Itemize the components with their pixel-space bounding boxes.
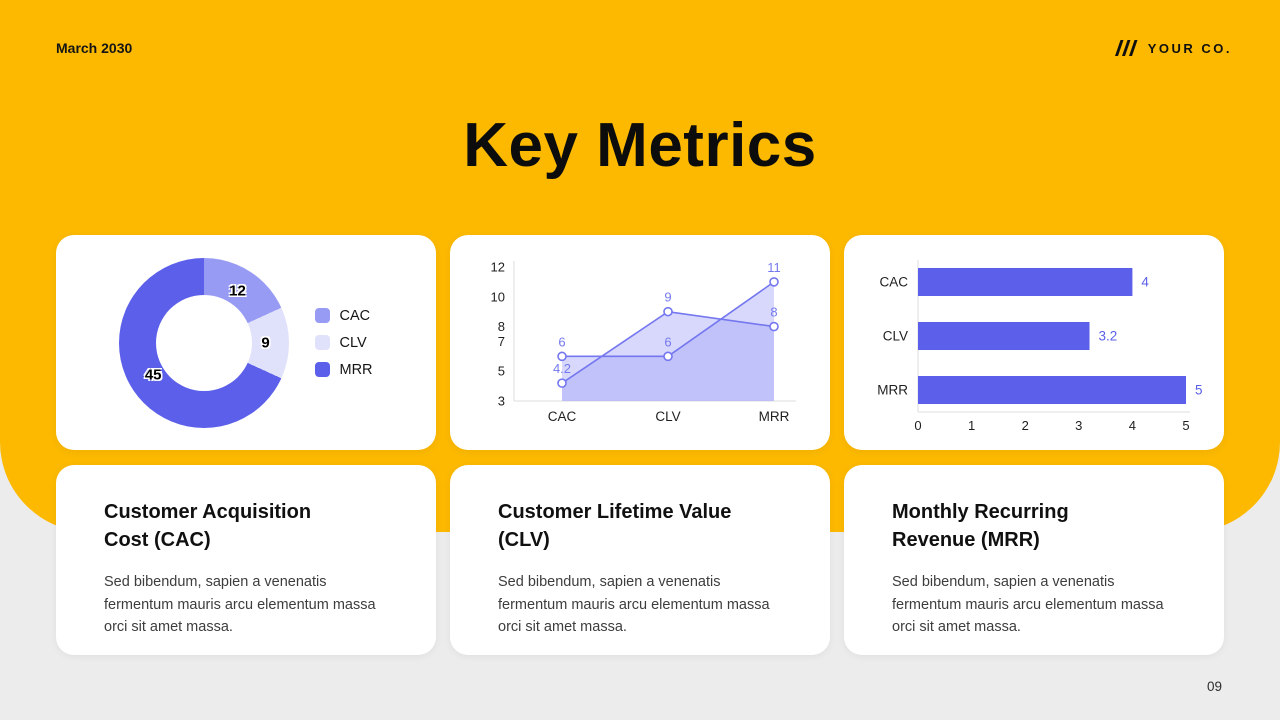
data-point-marker (663, 306, 673, 316)
page-number: 09 (1206, 679, 1222, 694)
metric-card-title: Customer Acquisition Cost (CAC) (104, 501, 312, 551)
bar-value-label: 5 (1195, 382, 1203, 397)
bar-value-label: 4 (1141, 274, 1149, 289)
x-tick-label: 2 (1022, 418, 1029, 433)
bar (918, 267, 1133, 296)
top-bar: March 2030 YOUR CO. (56, 40, 1232, 56)
metric-card-body: Sed bibendum, sapien a venenatis ferment… (892, 574, 1164, 636)
x-category-label: CAC (548, 409, 577, 424)
legend-swatch (315, 335, 331, 350)
donut-value-label: 12 (229, 282, 246, 300)
x-tick-label: 4 (1129, 418, 1136, 433)
x-category-label: CLV (655, 409, 680, 424)
metric-card-title: Customer Lifetime Value (CLV) (498, 501, 732, 551)
x-tick-label: 5 (1182, 418, 1189, 433)
point-value-label: 4.2 (553, 361, 571, 376)
legend-item: CAC (315, 308, 372, 324)
point-value-label: 9 (664, 289, 671, 304)
charts-row: 12 9 45 CAC CLV MRR 12 10 8 7 5 3 CAC CLV MRR 6 6 11 4.2… (56, 235, 1224, 450)
y-category-label: CAC (879, 274, 908, 289)
bar-value-label: 3.2 (1099, 328, 1118, 343)
point-value-label: 6 (664, 334, 671, 349)
donut-labels: 12 9 45 (119, 258, 289, 428)
y-tick-label: 12 (491, 259, 505, 274)
bar-chart-svg: CAC CLV MRR 4 3.2 5 0 1 2 3 4 5 (877, 259, 1203, 433)
x-category-label: MRR (759, 409, 790, 424)
bar (918, 375, 1186, 404)
metric-card-mrr: Monthly Recurring Revenue (MRR) Sed bibe… (844, 465, 1224, 655)
brand-logo-icon (1114, 40, 1138, 56)
legend-swatch (315, 308, 331, 323)
point-value-label: 8 (770, 304, 777, 319)
metric-card-cac: Customer Acquisition Cost (CAC) Sed bibe… (56, 465, 436, 655)
data-point-marker (769, 276, 779, 287)
donut-chart-card: 12 9 45 CAC CLV MRR (56, 235, 436, 450)
y-tick-label: 7 (498, 333, 505, 348)
bar (918, 321, 1090, 350)
legend-label: CLV (339, 334, 367, 351)
y-category-label: MRR (877, 382, 908, 397)
donut-wrap: 12 9 45 (119, 257, 290, 428)
slide-date: March 2030 (56, 40, 133, 56)
metric-card-body: Sed bibendum, sapien a venenatis ferment… (104, 574, 376, 636)
donut-value-label: 45 (144, 366, 162, 384)
donut-legend: CAC CLV MRR (315, 308, 373, 378)
text-cards-row: Customer Acquisition Cost (CAC) Sed bibe… (56, 465, 1224, 655)
x-tick-label: 3 (1075, 418, 1082, 433)
y-tick-label: 8 (498, 319, 505, 334)
data-point-marker (769, 321, 779, 331)
legend-swatch (315, 362, 331, 377)
y-category-label: CLV (883, 328, 908, 343)
metric-card-clv: Customer Lifetime Value (CLV) Sed bibend… (450, 465, 830, 655)
point-value-label: 11 (767, 259, 781, 274)
y-tick-label: 10 (491, 289, 505, 304)
legend-label: MRR (339, 361, 373, 378)
brand-name: YOUR CO. (1147, 40, 1232, 56)
series-area (562, 281, 774, 401)
y-tick-label: 3 (498, 393, 505, 408)
brand: YOUR CO. (1114, 40, 1232, 56)
donut-value-label: 9 (261, 334, 270, 351)
metric-card-body: Sed bibendum, sapien a venenatis ferment… (498, 574, 770, 636)
x-tick-label: 0 (914, 418, 921, 433)
line-chart-card: 12 10 8 7 5 3 CAC CLV MRR 6 6 11 4.2 9 8 (450, 235, 830, 450)
donut-hole (156, 294, 253, 391)
data-point-marker (663, 351, 673, 361)
bar-chart-card: CAC CLV MRR 4 3.2 5 0 1 2 3 4 5 (844, 235, 1224, 450)
point-value-label: 6 (558, 334, 565, 349)
donut-area: 12 9 45 CAC CLV MRR (119, 257, 373, 428)
legend-item: MRR (315, 361, 373, 378)
data-point-marker (557, 377, 567, 388)
legend-item: CLV (315, 335, 372, 351)
metric-card-title: Monthly Recurring Revenue (MRR) (892, 501, 1069, 551)
page-title: Key Metrics (463, 111, 817, 180)
legend-label: CAC (339, 307, 371, 324)
data-point-marker (557, 351, 567, 361)
y-tick-label: 5 (498, 363, 505, 378)
x-tick-label: 1 (968, 418, 975, 433)
